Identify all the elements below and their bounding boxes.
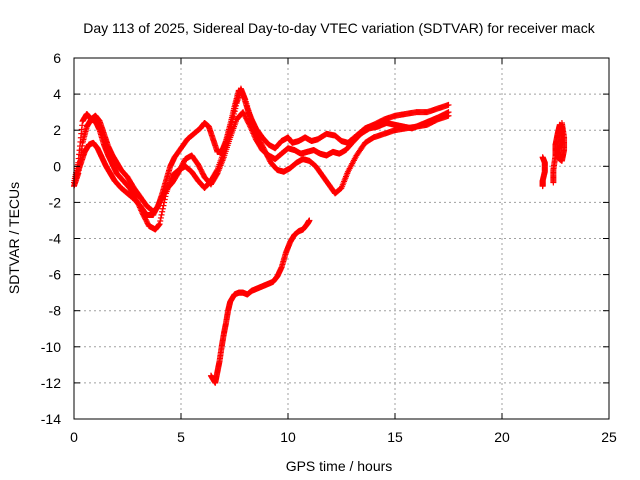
y-tick-label: 2 — [53, 122, 61, 138]
series-track-e — [539, 154, 548, 190]
y-tick-label: 4 — [53, 86, 61, 102]
data-point-marker — [156, 221, 163, 228]
y-tick-label: -4 — [49, 231, 62, 247]
data-point-marker — [231, 110, 238, 117]
x-tick-label: 15 — [387, 429, 403, 445]
data-point-marker — [159, 205, 166, 212]
y-tick-label: -8 — [49, 303, 62, 319]
data-point-marker — [157, 214, 164, 221]
y-tick-label: 0 — [53, 158, 61, 174]
x-tick-label: 5 — [177, 429, 185, 445]
y-tick-label: -6 — [49, 267, 62, 283]
data-point-marker — [539, 154, 546, 161]
x-tick-label: 25 — [601, 429, 617, 445]
data-point-marker — [558, 119, 565, 126]
data-point-marker — [445, 109, 452, 116]
series-track-f — [550, 119, 568, 186]
data-point-marker — [230, 113, 237, 120]
x-tick-label: 0 — [70, 429, 78, 445]
y-tick-label: -2 — [49, 194, 62, 210]
data-point-marker — [231, 108, 238, 115]
data-point-marker — [160, 202, 167, 209]
data-point-marker — [232, 102, 239, 109]
x-tick-label: 20 — [494, 429, 510, 445]
y-axis-label: SDTVAR / TECUs — [6, 182, 22, 294]
data-point-marker — [157, 217, 164, 224]
data-point-marker — [158, 211, 165, 218]
y-tick-label: -12 — [41, 375, 61, 391]
chart-title: Day 113 of 2025, Sidereal Day-to-day VTE… — [83, 20, 595, 36]
data-point-marker — [213, 171, 220, 178]
x-axis-label: GPS time / hours — [286, 458, 393, 474]
data-point-marker — [445, 101, 452, 108]
data-point-marker — [306, 217, 313, 224]
data-point-marker — [232, 105, 239, 112]
series-track-d — [207, 217, 313, 386]
y-tick-label: 6 — [53, 50, 61, 66]
data-point-marker — [159, 208, 166, 215]
x-tick-label: 10 — [280, 429, 296, 445]
data-point-marker — [245, 120, 252, 127]
data-points — [71, 85, 568, 386]
y-tick-label: -14 — [41, 411, 61, 427]
y-tick-label: -10 — [41, 339, 61, 355]
series-track-c — [73, 109, 452, 219]
